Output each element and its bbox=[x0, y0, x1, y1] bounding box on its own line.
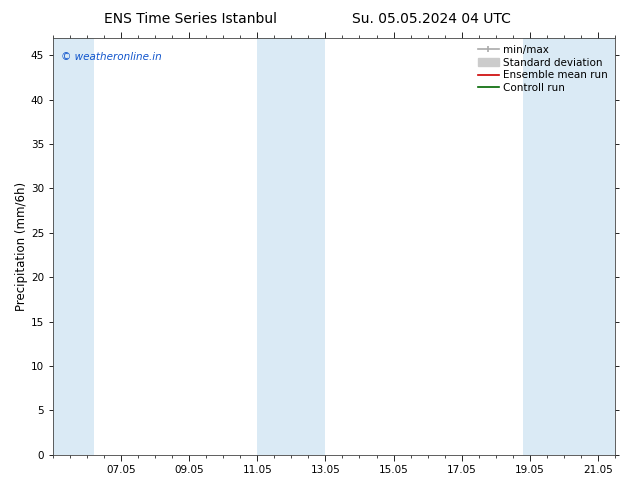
Bar bbox=[257, 38, 325, 455]
Bar bbox=[523, 38, 615, 455]
Text: Su. 05.05.2024 04 UTC: Su. 05.05.2024 04 UTC bbox=[352, 12, 510, 26]
Y-axis label: Precipitation (mm/6h): Precipitation (mm/6h) bbox=[15, 182, 28, 311]
Text: © weatheronline.in: © weatheronline.in bbox=[61, 52, 162, 62]
Text: ENS Time Series Istanbul: ENS Time Series Istanbul bbox=[104, 12, 276, 26]
Bar bbox=[53, 38, 94, 455]
Legend: min/max, Standard deviation, Ensemble mean run, Controll run: min/max, Standard deviation, Ensemble me… bbox=[476, 43, 610, 95]
